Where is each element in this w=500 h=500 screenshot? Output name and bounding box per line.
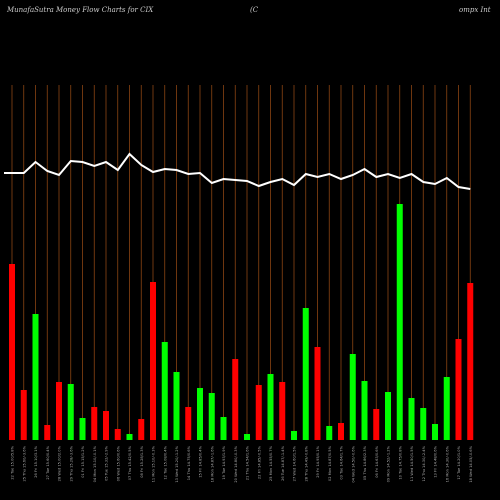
- x-tick-label-22: 22 Fri 14.85/-0.5%: [257, 445, 261, 479]
- x-tick-label-40: 18 Wed 14.05/-0.6%: [469, 445, 473, 482]
- x-tick-label-2: 25 Thu 15.60/-3.6%: [22, 445, 26, 481]
- x-tick-label-15: 13 Wed 15.20/-1.2%: [175, 445, 179, 482]
- x-axis-labels: 22 Tue 15.00/5.8% 25 Thu 15.60/-3.6% 26 Fr…: [11, 445, 473, 482]
- bar-26: [302, 308, 309, 440]
- bar-5: [56, 382, 62, 440]
- bar-1: [9, 264, 15, 440]
- x-tick-label-3: 26 Fri 15.10/3.1%: [34, 445, 38, 477]
- x-tick-label-5: 28 Wed 15.00/2.0%: [58, 445, 62, 481]
- x-tick-label-33: 09 Mon 14.52/-1.2%: [387, 445, 391, 482]
- x-tick-label-7: 01 Fri 15.15/1.2%: [81, 445, 85, 477]
- bar-11: [126, 434, 133, 440]
- bar-34: [396, 204, 403, 440]
- x-tick-label-31: 05 Thu 14.86/2.3%: [363, 445, 367, 480]
- price-line: [4, 152, 471, 190]
- bar-14: [161, 342, 168, 440]
- x-tick-label-18: 18 Mon 14.87/-1.6%: [210, 445, 214, 482]
- bar-23: [267, 374, 274, 440]
- bar-31: [361, 381, 368, 440]
- x-tick-label-20: 20 Wed 14.80/-0.3%: [234, 445, 238, 482]
- bar-19: [220, 417, 227, 440]
- x-tick-label-34: 10 Tue 14.75/0.8%: [398, 445, 402, 479]
- bar-17: [197, 388, 203, 440]
- bar-38: [443, 377, 450, 440]
- bar-12: [138, 419, 145, 440]
- x-tick-label-14: 12 Tue 15.08/0.4%: [163, 445, 167, 479]
- x-tick-label-1: 22 Tue 15.00/5.8%: [11, 445, 15, 479]
- x-tick-label-12: 08 Fri 15.28/1.3%: [140, 445, 144, 477]
- x-tick-label-28: 02 Mon 14.87/0.5%: [328, 445, 332, 481]
- bar-9: [103, 411, 109, 440]
- bar-15: [173, 372, 180, 440]
- x-tick-label-27: 29 Fri 14.95/0.1%: [316, 445, 320, 477]
- x-tick-label-6: 29 Thu 15.28/-3.6%: [69, 445, 73, 481]
- bar-10: [114, 429, 121, 440]
- money-flow-bars: [9, 204, 474, 440]
- x-tick-label-38: 16 Mon 14.30/-0.6%: [445, 445, 449, 482]
- x-tick-label-26: 28 Thu 14.49/-0.8%: [304, 445, 308, 481]
- x-tick-label-8: 04 Mon 15.10/-0.1%: [93, 445, 97, 482]
- bar-24: [279, 382, 286, 440]
- bar-21: [244, 434, 250, 440]
- x-tick-label-29: 03 Tue 14.64/1.7%: [340, 445, 344, 479]
- bar-22: [255, 385, 262, 440]
- x-tick-label-11: 07 Thu 15.42/0.5%: [128, 445, 132, 480]
- x-tick-label-21: 21 Thu 14.54/1.6%: [246, 445, 250, 480]
- bar-25: [291, 431, 297, 440]
- bar-36: [420, 408, 427, 440]
- bar-32: [373, 409, 380, 440]
- x-tick-label-32: 06 Fri 14.63/0.6%: [375, 445, 379, 477]
- x-tick-label-10: 06 Wed 15.60/0.6%: [116, 445, 120, 481]
- bar-33: [385, 392, 391, 440]
- bar-35: [408, 398, 415, 440]
- bar-20: [232, 359, 239, 440]
- x-tick-label-30: 04 Wed 14.50/-0.6%: [351, 445, 355, 482]
- bar-3: [32, 314, 39, 440]
- bar-40: [467, 283, 474, 440]
- x-tick-label-35: 11 Wed 14.50/1.5%: [410, 445, 414, 481]
- x-tick-label-9: 05 Tue 15.32/-2.9%: [105, 445, 109, 481]
- bar-29: [338, 423, 344, 440]
- x-tick-label-25: 27 Wed 14.60/1.5%: [293, 445, 297, 481]
- bar-37: [432, 424, 438, 440]
- bar-2: [20, 390, 27, 440]
- bar-4: [44, 425, 51, 440]
- bar-30: [349, 354, 356, 440]
- bar-28: [326, 426, 333, 440]
- x-tick-label-36: 12 Thu 14.30/-2.4%: [422, 445, 426, 481]
- bar-39: [455, 339, 462, 440]
- x-tick-label-16: 14 Thu 14.75/0.6%: [187, 445, 191, 480]
- bar-27: [314, 347, 321, 440]
- chart-header-left: MunafaSutra Money Flow Charts for CIX: [7, 6, 154, 14]
- chart-header-middle: (C: [250, 6, 259, 14]
- bar-8: [91, 407, 98, 440]
- x-tick-label-23: 25 Mon 14.55/0.7%: [269, 445, 273, 481]
- chart-header-right: ompx Int: [459, 6, 491, 14]
- x-tick-label-13: 11 Mon 15.10/-0.3%: [152, 445, 156, 482]
- bar-18: [208, 393, 215, 440]
- bar-13: [150, 282, 156, 440]
- bar-16: [185, 407, 192, 440]
- x-tick-label-39: 17 Tue 14.20/1.0%: [457, 445, 461, 479]
- x-tick-label-37: 13 Fri 14.48/0.6%: [434, 445, 438, 477]
- x-tick-label-24: 26 Tue 14.87/-1.4%: [281, 445, 285, 481]
- x-tick-label-19: 19 Tue 14.93/1.9%: [222, 445, 226, 479]
- x-tick-label-4: 27 Tue 15.60/0.4%: [46, 445, 50, 479]
- bar-7: [79, 418, 86, 440]
- bar-6: [67, 384, 74, 440]
- x-tick-label-17: 15 Fri 14.85/0.4%: [199, 445, 203, 477]
